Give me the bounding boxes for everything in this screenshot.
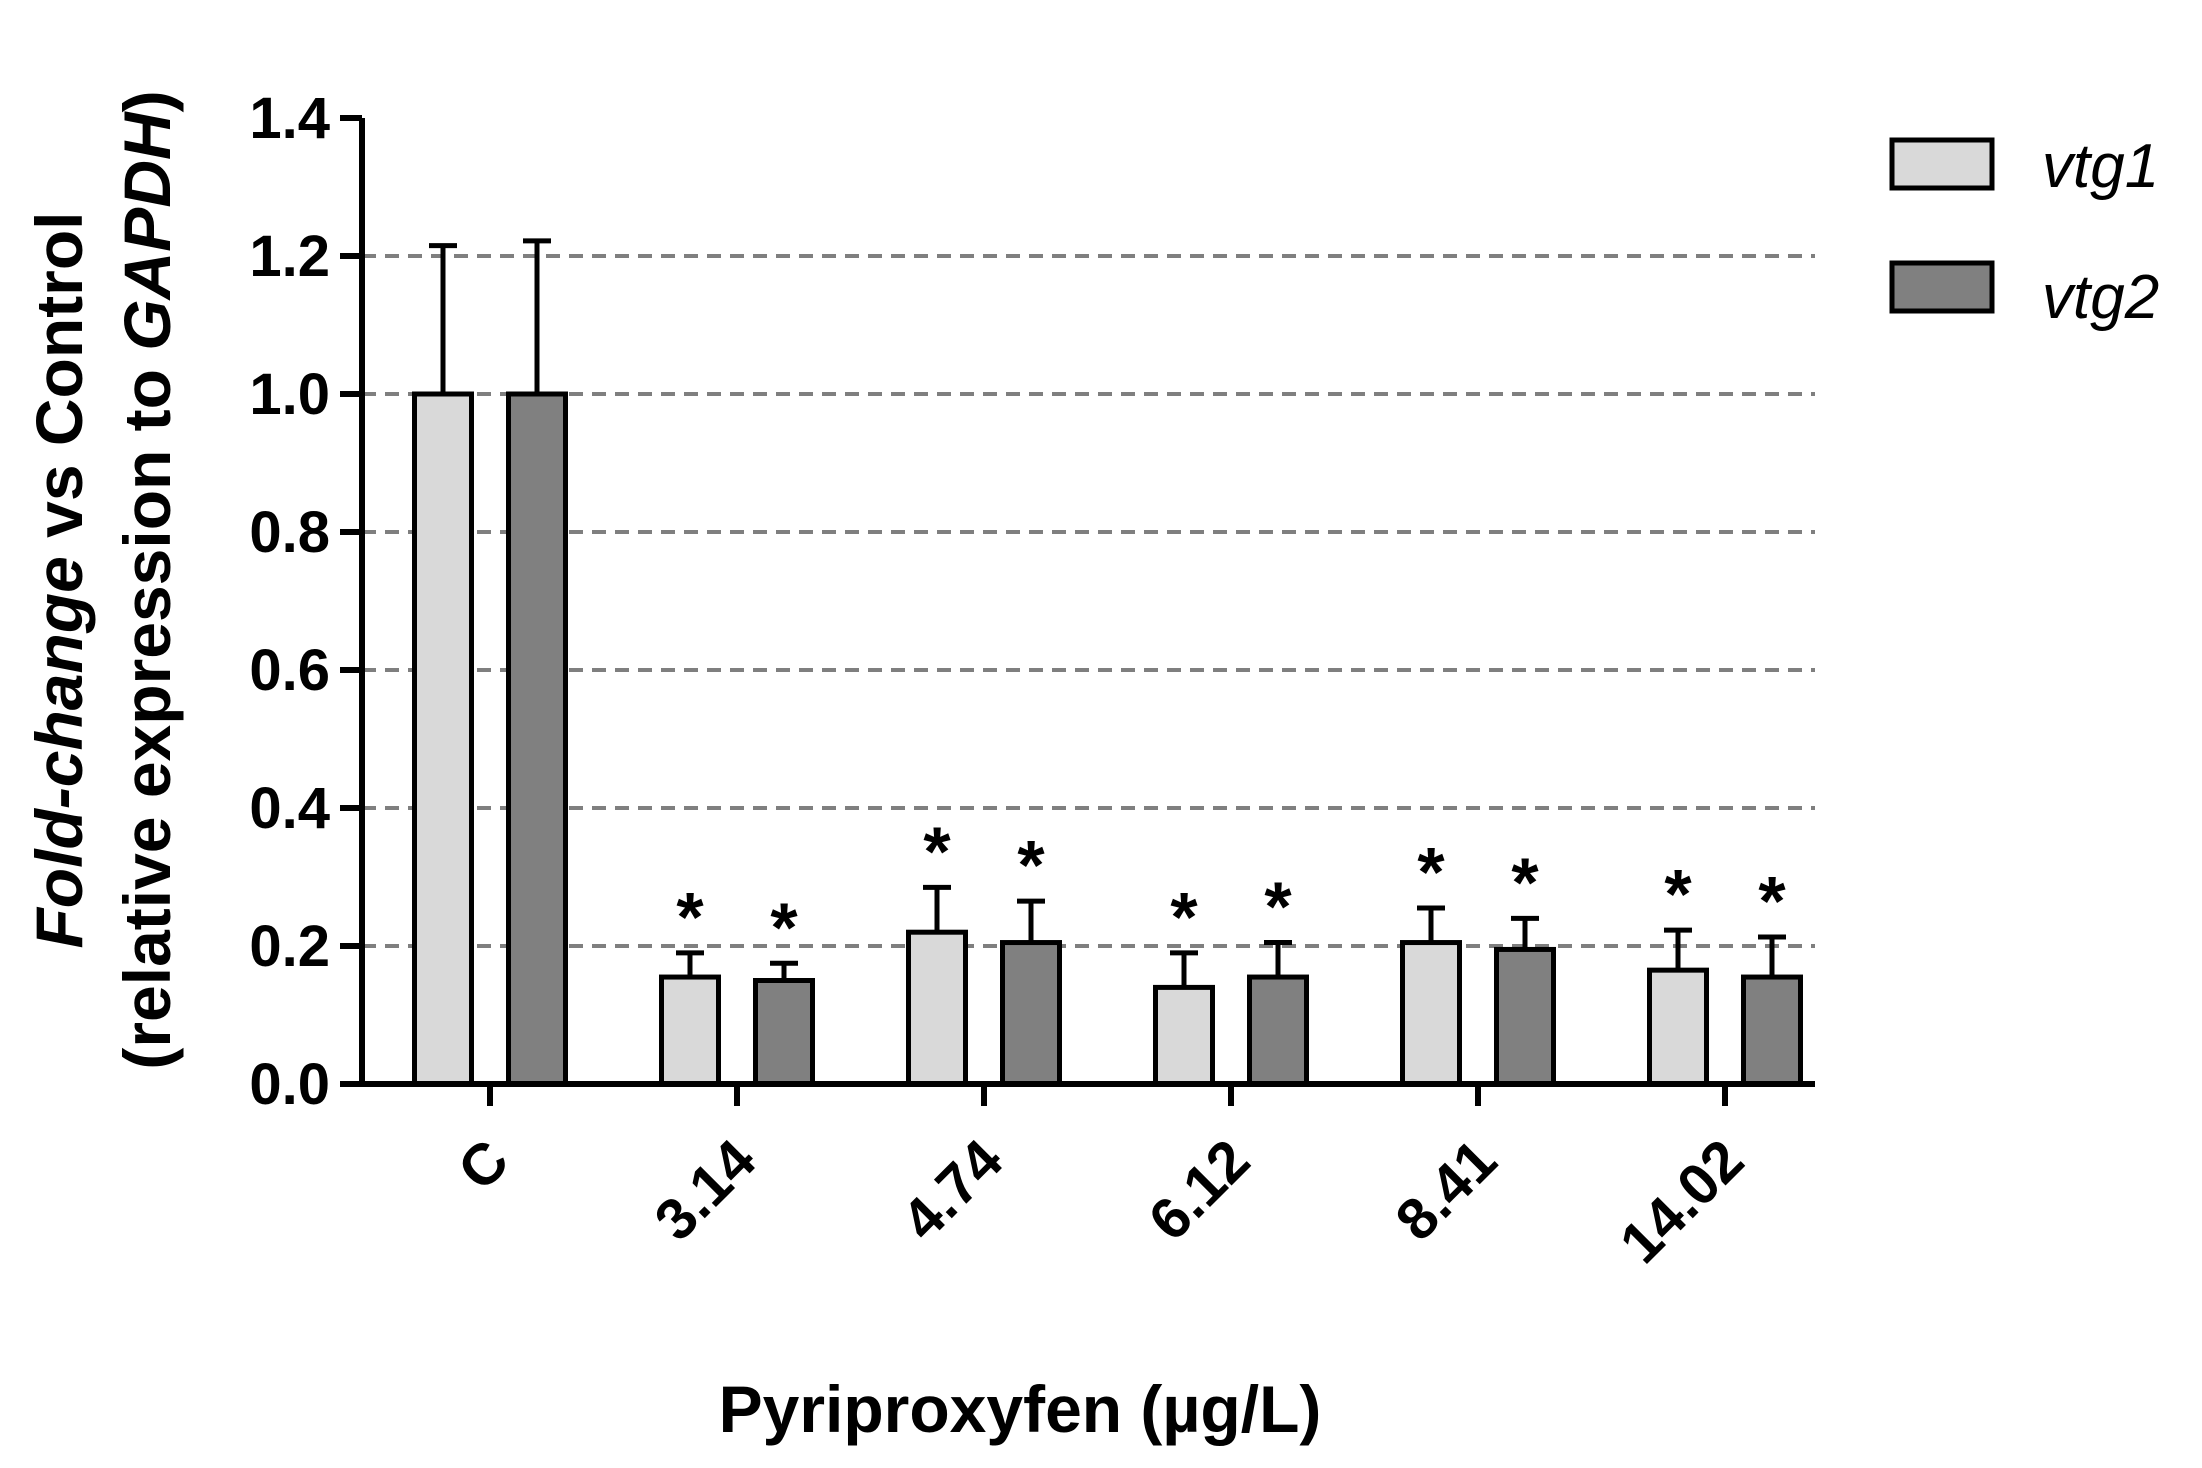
significance-star: *	[1170, 878, 1198, 956]
y-tick-label: 0.4	[249, 776, 330, 841]
significance-star: *	[1417, 833, 1445, 911]
y-axis-title-line1: Fold-change vs Control	[22, 211, 96, 948]
bar-vtg1	[412, 391, 474, 1087]
bar-vtg1	[1400, 940, 1462, 1087]
significance-star: *	[923, 812, 951, 890]
legend: vtg1 vtg2	[1889, 132, 2159, 332]
significance-star: *	[1664, 855, 1692, 933]
x-tick-label: 3.14	[642, 1127, 768, 1253]
bar-vtg2	[1247, 974, 1309, 1087]
bar-vtg1	[906, 929, 968, 1087]
y-axis-title-rest: vs Control	[22, 211, 96, 556]
x-tick-label: 14.02	[1608, 1127, 1757, 1276]
bar-vtg2	[506, 391, 568, 1087]
y-axis-subtitle-start: (relative expression to	[110, 351, 184, 1070]
legend-label-vtg2: vtg2	[2042, 263, 2159, 332]
significance-star: *	[676, 878, 704, 956]
significance-star: *	[1017, 826, 1045, 904]
significance-star: *	[1511, 843, 1539, 921]
bar-vtg2	[753, 978, 815, 1087]
x-tick-label: C	[446, 1127, 522, 1203]
significance-star: *	[1264, 868, 1292, 946]
bar-vtg1	[1647, 967, 1709, 1087]
y-tick-label: 1.0	[249, 362, 330, 427]
grid-lines	[362, 254, 1815, 948]
y-tick-label: 0.6	[249, 638, 330, 703]
y-tick-label: 0.8	[249, 500, 330, 565]
x-axis-title: Pyriproxyfen (µg/L)	[719, 1372, 1322, 1446]
bar-vtg1	[659, 974, 721, 1087]
x-tick-label: 8.41	[1383, 1127, 1509, 1253]
significance-star: *	[770, 888, 798, 966]
y-tick-label: 0.0	[249, 1052, 330, 1117]
y-axis-subtitle-italic: GAPDH	[110, 111, 184, 351]
bar-vtg1	[1153, 984, 1215, 1087]
x-tick-label: 4.74	[889, 1127, 1015, 1253]
y-tick-label: 1.4	[249, 86, 330, 151]
axes: 0.0 0.2 0.4 0.6 0.8 1.0 1.2 1.4 C 3.14 4.74 6.12 8.4…	[249, 86, 1815, 1276]
bar-vtg2	[1494, 946, 1556, 1087]
legend-swatch-vtg1	[1889, 137, 1995, 191]
bar-vtg2	[1741, 974, 1803, 1087]
y-axis-title-italic: Fold-change	[22, 556, 96, 948]
y-tick-label: 1.2	[249, 224, 330, 289]
y-axis-subtitle-end: )	[110, 90, 184, 112]
legend-swatch-vtg2	[1889, 260, 1995, 314]
x-tick-label: 6.12	[1136, 1127, 1262, 1253]
y-tick-label: 0.2	[249, 914, 330, 979]
legend-label-vtg1: vtg1	[2042, 132, 2159, 201]
significance-star: *	[1758, 862, 1786, 940]
bar-vtg2	[1000, 940, 1062, 1087]
bars: * * * * * * * * * *	[412, 238, 1803, 1087]
y-axis-title-line2: (relative expression to GAPDH)	[110, 90, 184, 1069]
